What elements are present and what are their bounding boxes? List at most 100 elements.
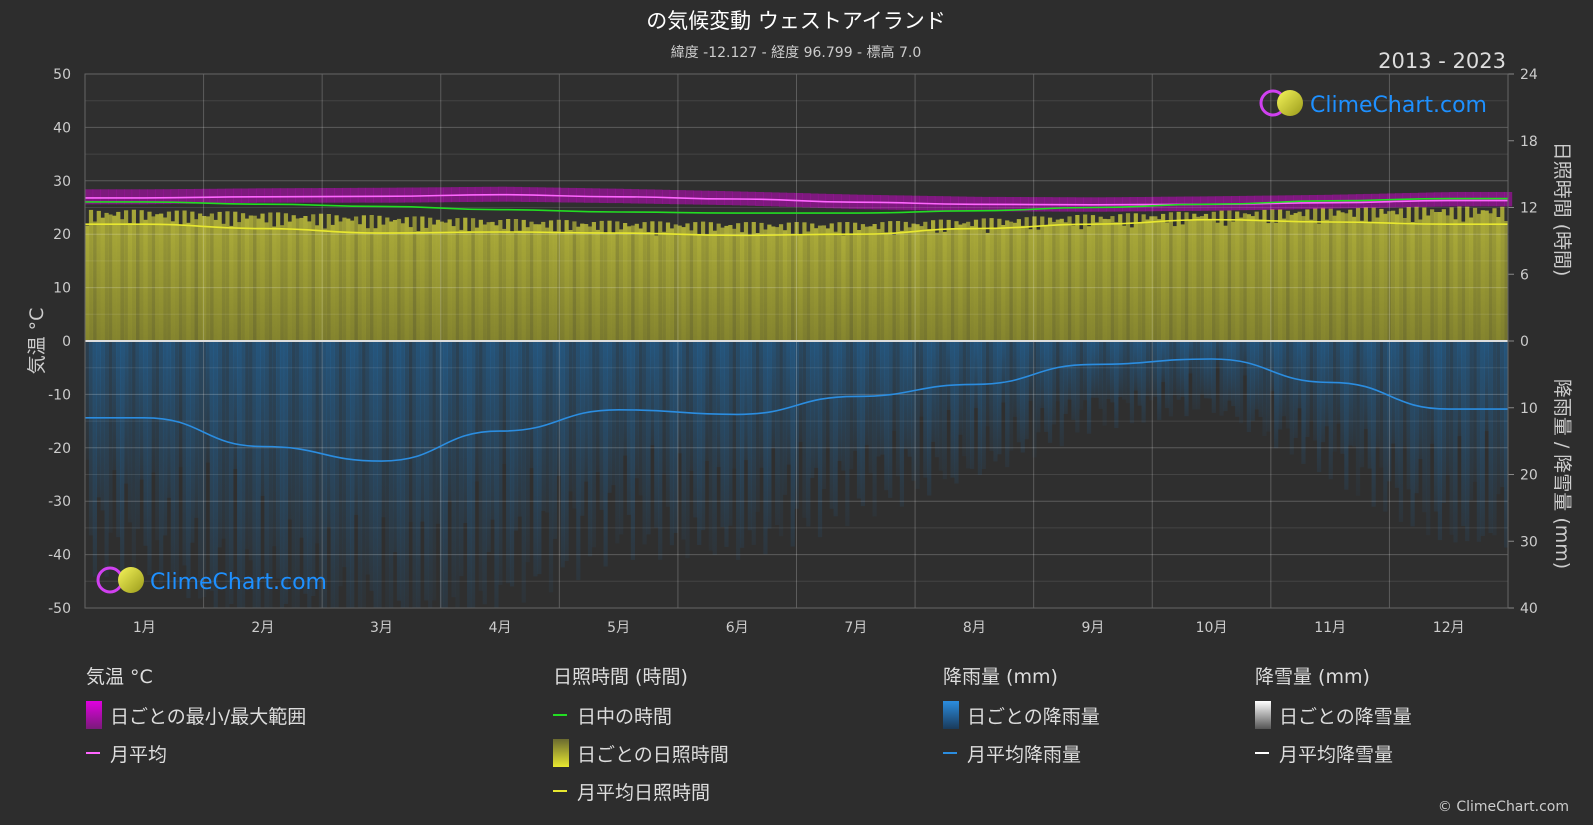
- sunshine-day-bar: [463, 217, 468, 341]
- sunshine-day-bar: [307, 221, 312, 341]
- temp-range-bar: [131, 189, 140, 205]
- sunshine-day-bar: [1161, 213, 1166, 341]
- rain-day-bar: [747, 341, 752, 531]
- legend-item: 月平均: [86, 741, 306, 766]
- rain-day-bar: [993, 341, 998, 462]
- sunshine-day-bar: [665, 222, 671, 341]
- rain-day-bar: [1153, 341, 1158, 397]
- temp-range-bar: [201, 188, 211, 204]
- sunshine-day-bar: [576, 226, 581, 341]
- sunshine-day-bar: [424, 227, 429, 341]
- legend-swatch: [1255, 701, 1271, 729]
- sunshine-day-bar: [712, 230, 717, 341]
- sunshine-day-bar: [178, 225, 183, 341]
- rain-day-bar: [630, 341, 636, 560]
- legend-item: 日中の時間: [553, 703, 729, 728]
- temp-range-bar: [170, 189, 179, 204]
- sunshine-day-bar: [1110, 216, 1115, 341]
- rain-day-bar: [1313, 341, 1318, 441]
- sunshine-day-bar: [541, 221, 546, 341]
- sunshine-day-bar: [451, 226, 456, 341]
- sunshine-day-bar: [537, 224, 542, 341]
- sunshine-day-bar: [790, 233, 795, 341]
- sunshine-day-bar: [884, 232, 889, 341]
- sunshine-day-bar: [1223, 225, 1228, 341]
- y-axis-right-bottom-label: 降雨量 / 降雪量 (mm): [1551, 379, 1573, 569]
- sunshine-day-bar: [1172, 226, 1177, 341]
- logo-sun-icon: [1277, 90, 1303, 116]
- chart-title: の気候変動 ウェストアイランド: [646, 9, 946, 33]
- rain-day-bar: [837, 341, 842, 461]
- rain-day-bar: [845, 341, 850, 527]
- rain-day-bar: [646, 341, 651, 535]
- sunshine-day-bar: [240, 213, 246, 341]
- sunshine-day-bar: [751, 222, 756, 341]
- rain-day-bar: [1383, 341, 1388, 512]
- rain-day-bar: [431, 341, 437, 601]
- sunshine-day-bar: [673, 224, 678, 341]
- sunshine-day-bar: [1465, 206, 1470, 341]
- sunshine-day-bar: [420, 216, 425, 341]
- rain-day-bar: [1402, 341, 1407, 447]
- sunshine-day-bar: [1488, 213, 1493, 341]
- sunshine-day-bar: [915, 224, 920, 341]
- temp-range-bar: [685, 190, 694, 205]
- rain-day-bar: [1219, 341, 1224, 416]
- temp-range-bar: [85, 189, 94, 205]
- sunshine-day-bar: [1036, 229, 1041, 341]
- sunshine-day-bar: [942, 231, 947, 341]
- sunshine-day-bar: [529, 221, 534, 341]
- sunshine-day-bar: [677, 225, 682, 341]
- sunshine-day-bar: [1028, 229, 1033, 341]
- temp-avg-line: [84, 193, 1508, 206]
- rain-day-bar: [1270, 341, 1275, 392]
- sunshine-day-bar: [615, 221, 620, 341]
- sunshine-day-bar: [502, 228, 507, 341]
- rain-day-bar: [513, 341, 519, 531]
- temp-range-bar: [420, 187, 429, 203]
- sunshine-day-bar: [895, 221, 901, 341]
- rain-day-bar: [1367, 341, 1372, 469]
- temp-range-bar: [404, 187, 413, 203]
- y-tick-label-right-bottom: 10: [1520, 401, 1538, 417]
- sunshine-day-bar: [400, 223, 405, 341]
- rain-day-bar: [595, 341, 600, 473]
- sunshine-day-bar: [447, 219, 452, 341]
- rain-day-bar: [385, 341, 390, 608]
- sunshine-day-bar: [1285, 210, 1290, 341]
- rain-day-bar: [1352, 341, 1357, 447]
- sunshine-day-bar: [1445, 215, 1450, 341]
- sunshine-day-bar: [1125, 213, 1131, 341]
- temp-range-bar: [365, 187, 374, 203]
- rain-day-bar: [1414, 341, 1419, 494]
- temp-range-bar: [272, 188, 281, 203]
- rain-day-bar: [350, 341, 355, 608]
- rain-day-bar: [229, 341, 234, 604]
- sunshine-day-bar: [548, 220, 554, 341]
- rain-day-bar: [463, 341, 468, 523]
- rain-day-bar: [1192, 341, 1197, 410]
- sunshine-day-bar: [478, 219, 483, 341]
- rain-day-bar: [1083, 341, 1088, 401]
- rain-day-bar: [408, 341, 413, 522]
- rain-day-bar: [954, 341, 959, 484]
- sunshine-day-bar: [1032, 216, 1037, 341]
- sunshine-day-bar: [252, 215, 257, 341]
- legend-temperature: 気温 °C 日ごとの最小/最大範囲 月平均: [86, 662, 306, 779]
- sunshine-day-bar: [611, 232, 616, 341]
- sunshine-day-bar: [1242, 213, 1248, 341]
- y-tick-label-left: 20: [53, 227, 71, 243]
- sunshine-day-bar: [1433, 212, 1439, 341]
- legend-label: 日中の時間: [577, 705, 673, 728]
- y-tick-label-left: 50: [53, 67, 71, 83]
- rain-day-bar: [1328, 341, 1333, 480]
- sunshine-day-bar: [899, 230, 905, 341]
- rain-day-bar: [1387, 341, 1392, 482]
- y-tick-label-right-top: 12: [1520, 201, 1538, 217]
- sunshine-day-bar: [958, 224, 963, 341]
- sunshine-day-bar: [311, 214, 316, 341]
- legend-swatch: [86, 701, 102, 729]
- rain-day-bar: [868, 341, 873, 474]
- rain-day-bar: [938, 341, 943, 471]
- rain-day-bar: [552, 341, 558, 539]
